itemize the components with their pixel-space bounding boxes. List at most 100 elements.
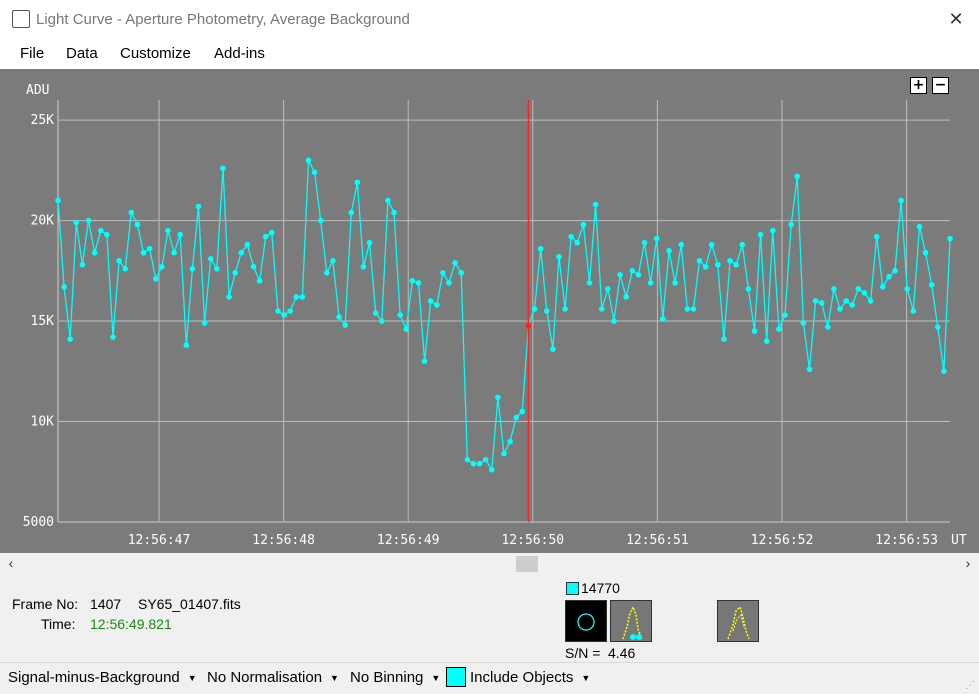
data-point bbox=[708, 241, 715, 248]
title-bar: Light Curve - Aperture Photometry, Avera… bbox=[0, 0, 979, 39]
data-point bbox=[482, 456, 489, 463]
x-tick-label: 12:56:47 bbox=[128, 533, 191, 548]
data-point bbox=[250, 263, 257, 270]
data-point bbox=[446, 280, 452, 286]
data-point bbox=[825, 324, 831, 330]
data-point bbox=[495, 394, 501, 401]
scroll-left-icon[interactable]: ‹ bbox=[8, 555, 14, 571]
x-tick-label: 12:56:49 bbox=[377, 533, 440, 548]
data-point bbox=[647, 280, 654, 286]
data-point bbox=[886, 274, 892, 280]
normalisation-label: No Normalisation bbox=[207, 669, 323, 686]
y-tick-label: 25K bbox=[31, 113, 55, 128]
data-point bbox=[397, 312, 403, 318]
data-point bbox=[336, 314, 342, 320]
data-point bbox=[519, 408, 526, 415]
data-point bbox=[916, 223, 923, 230]
include-objects-dropdown[interactable]: Include Objects ▼ bbox=[470, 669, 590, 686]
light-curve-chart[interactable]: 5000 10K 15K 20K 25K ADU 12:56:47 12:56:48 12:56… bbox=[0, 69, 979, 553]
data-point bbox=[629, 268, 636, 274]
data-point bbox=[715, 261, 721, 268]
data-point bbox=[122, 266, 129, 272]
zoom-in-button[interactable]: + bbox=[910, 77, 927, 94]
horizontal-scrollbar[interactable]: ‹ › bbox=[0, 553, 979, 574]
background-psf-thumbnail[interactable] bbox=[717, 600, 759, 642]
data-point bbox=[898, 197, 904, 204]
info-panel: Frame No: 1407 SY65_01407.fits Time: 12:… bbox=[0, 574, 979, 662]
data-point bbox=[653, 235, 660, 242]
data-point bbox=[379, 318, 385, 324]
data-point bbox=[330, 257, 336, 264]
data-point bbox=[745, 286, 752, 292]
data-point bbox=[427, 298, 434, 304]
data-point bbox=[776, 326, 782, 332]
data-point bbox=[598, 306, 605, 312]
data-point bbox=[244, 241, 251, 248]
object-aperture-thumbnail[interactable] bbox=[565, 600, 607, 642]
scroll-thumb[interactable] bbox=[516, 556, 538, 572]
signal-mode-dropdown[interactable]: Signal-minus-Background ▼ bbox=[8, 669, 197, 686]
data-point bbox=[928, 282, 935, 288]
data-point bbox=[165, 227, 171, 234]
data-point bbox=[293, 294, 300, 300]
close-button[interactable]: ✕ bbox=[948, 9, 964, 29]
data-point bbox=[574, 239, 581, 246]
data-point bbox=[262, 233, 269, 240]
data-point bbox=[837, 306, 843, 312]
data-point bbox=[354, 179, 361, 186]
data-point bbox=[947, 235, 953, 242]
data-point bbox=[892, 268, 898, 274]
data-point bbox=[311, 169, 318, 176]
data-point bbox=[507, 438, 513, 445]
scroll-right-icon[interactable]: › bbox=[965, 555, 971, 571]
data-point bbox=[831, 286, 837, 292]
data-point bbox=[794, 173, 801, 180]
include-objects-color-box[interactable] bbox=[446, 667, 466, 687]
data-point bbox=[433, 302, 440, 308]
menu-customize[interactable]: Customize bbox=[120, 45, 191, 62]
binning-dropdown[interactable]: No Binning ▼ bbox=[350, 669, 440, 686]
data-point bbox=[67, 336, 74, 342]
data-point bbox=[867, 298, 874, 304]
time-label: Time: bbox=[41, 616, 76, 632]
data-point bbox=[281, 312, 287, 318]
data-point bbox=[788, 221, 794, 228]
data-point bbox=[568, 233, 575, 240]
light-curve-plot[interactable]: 5000 10K 15K 20K 25K ADU 12:56:47 12:56:48 12:56… bbox=[0, 69, 979, 553]
data-point bbox=[275, 308, 281, 314]
data-point bbox=[470, 460, 477, 467]
data-point bbox=[391, 209, 397, 216]
data-point bbox=[415, 280, 422, 286]
data-point bbox=[690, 306, 697, 312]
data-point bbox=[305, 157, 312, 164]
data-point bbox=[617, 272, 623, 278]
data-point bbox=[452, 259, 458, 266]
data-point bbox=[501, 450, 507, 457]
data-point bbox=[348, 209, 355, 216]
data-point bbox=[592, 201, 599, 208]
y-axis-label: ADU bbox=[26, 83, 49, 98]
data-point bbox=[488, 466, 495, 473]
data-point bbox=[934, 324, 941, 330]
zoom-out-button[interactable]: − bbox=[932, 77, 949, 94]
data-point bbox=[537, 245, 544, 252]
data-point bbox=[586, 280, 593, 286]
data-point bbox=[666, 247, 672, 254]
data-point bbox=[605, 286, 611, 292]
menu-data[interactable]: Data bbox=[66, 45, 98, 62]
data-point bbox=[226, 294, 232, 300]
data-point bbox=[299, 294, 306, 300]
normalisation-dropdown[interactable]: No Normalisation ▼ bbox=[207, 669, 339, 686]
object-psf-thumbnail[interactable] bbox=[610, 600, 652, 642]
data-point bbox=[104, 231, 110, 238]
resize-grip-icon[interactable]: ⋰ bbox=[965, 680, 975, 691]
data-point bbox=[562, 306, 568, 312]
object-color-swatch bbox=[566, 582, 579, 595]
data-point bbox=[207, 255, 214, 262]
data-point bbox=[73, 219, 80, 226]
data-point bbox=[672, 280, 678, 286]
data-point bbox=[171, 249, 177, 256]
menu-add-ins[interactable]: Add-ins bbox=[214, 45, 265, 62]
menu-file[interactable]: File bbox=[20, 45, 45, 62]
data-point bbox=[812, 298, 819, 304]
